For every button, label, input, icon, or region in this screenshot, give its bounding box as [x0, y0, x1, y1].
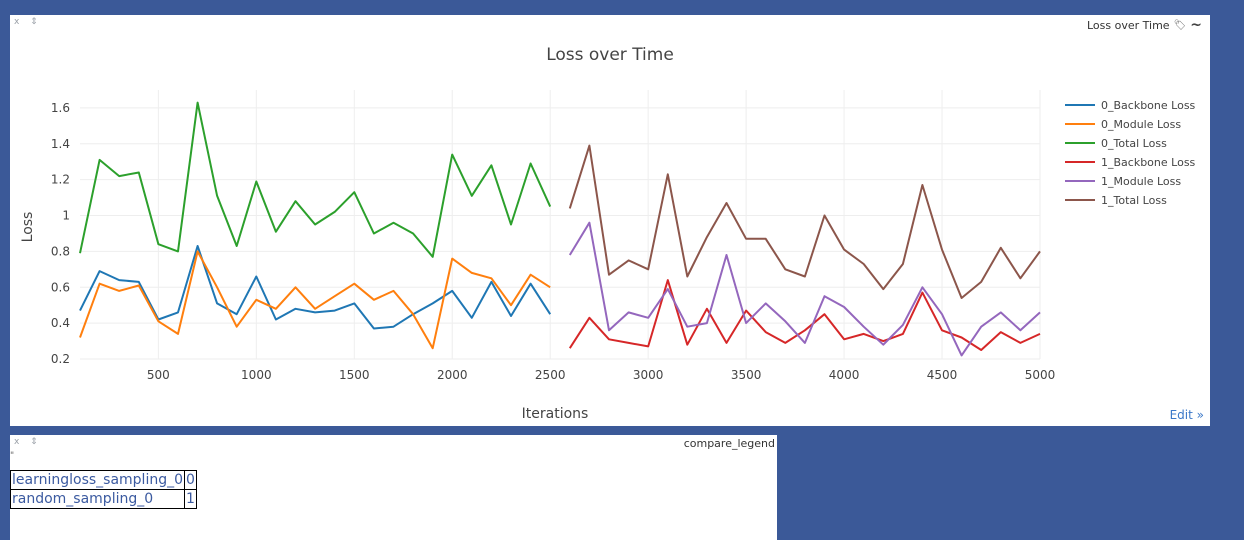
legend-entry[interactable]: 1_Module Loss: [1101, 175, 1181, 188]
x-tick-label: 4500: [927, 368, 958, 382]
x-tick-label: 2500: [535, 368, 566, 382]
pane-title: Loss over Time: [1086, 18, 1170, 32]
tag-icon[interactable]: 🏷︎: [1173, 19, 1187, 31]
legend-entry[interactable]: 1_Backbone Loss: [1101, 156, 1196, 169]
quote-mark: ": [10, 451, 15, 461]
chart-title: Loss over Time: [546, 45, 674, 65]
x-tick-label: 1500: [339, 368, 370, 382]
legend-pane-controls[interactable]: x ⇕: [14, 437, 42, 447]
pane-controls[interactable]: x ⇕: [14, 17, 42, 27]
y-tick-label: 0.2: [51, 352, 70, 366]
y-axis-label: Loss: [20, 212, 36, 243]
series-line[interactable]: [79, 101, 552, 258]
legend-entry[interactable]: 0_Module Loss: [1101, 118, 1181, 131]
legend-entry[interactable]: 1_Total Loss: [1101, 194, 1167, 207]
x-tick-label: 5000: [1025, 368, 1056, 382]
legend-pane: x ⇕ compare_legend " learningloss_sampli…: [9, 435, 777, 540]
compare-legend-table: learningloss_sampling_0 0 random_samplin…: [9, 470, 197, 509]
y-tick-label: 0.8: [51, 244, 70, 258]
legend-entry[interactable]: 0_Backbone Loss: [1101, 99, 1196, 112]
y-tick-label: 1.4: [51, 137, 70, 151]
edit-link[interactable]: Edit »: [1169, 408, 1204, 422]
series-line[interactable]: [79, 250, 551, 350]
wave-icon[interactable]: ~: [1190, 17, 1202, 33]
x-tick-label: 500: [147, 368, 170, 382]
series-line[interactable]: [568, 279, 1041, 351]
x-tick-label: 3500: [731, 368, 762, 382]
pane-title-bar: Loss over Time 🏷︎ ~: [1087, 17, 1202, 33]
line-chart[interactable]: 500 1000 1500 2000 2500 3000 3500 4000 4500 5000 0…: [10, 15, 1210, 426]
table-row: random_sampling_0 1: [9, 489, 197, 509]
y-tick-label: 0.4: [51, 316, 70, 330]
row-index: 1: [184, 489, 197, 509]
row-name: random_sampling_0: [9, 489, 186, 509]
row-name: learningloss_sampling_0: [9, 470, 186, 490]
series-line[interactable]: [568, 144, 1041, 299]
x-axis-label: Iterations: [522, 406, 589, 422]
legend-pane-title: compare_legend: [683, 437, 775, 450]
x-tick-label: 1000: [241, 368, 272, 382]
table-row: learningloss_sampling_0 0: [9, 470, 197, 490]
plot-pane: x ⇕ Loss over Time 🏷︎ ~ 500 1000 1500 2000 2…: [10, 15, 1210, 426]
y-tick-label: 0.6: [51, 280, 70, 294]
y-tick-label: 1.6: [51, 101, 70, 115]
series-line[interactable]: [568, 221, 1041, 357]
x-tick-label: 2000: [437, 368, 468, 382]
y-tick-label: 1: [62, 209, 70, 223]
legend-entry[interactable]: 0_Total Loss: [1101, 137, 1167, 150]
x-tick-label: 4000: [829, 368, 860, 382]
row-index: 0: [184, 470, 197, 490]
x-tick-label: 3000: [633, 368, 664, 382]
y-tick-label: 1.2: [51, 173, 70, 187]
